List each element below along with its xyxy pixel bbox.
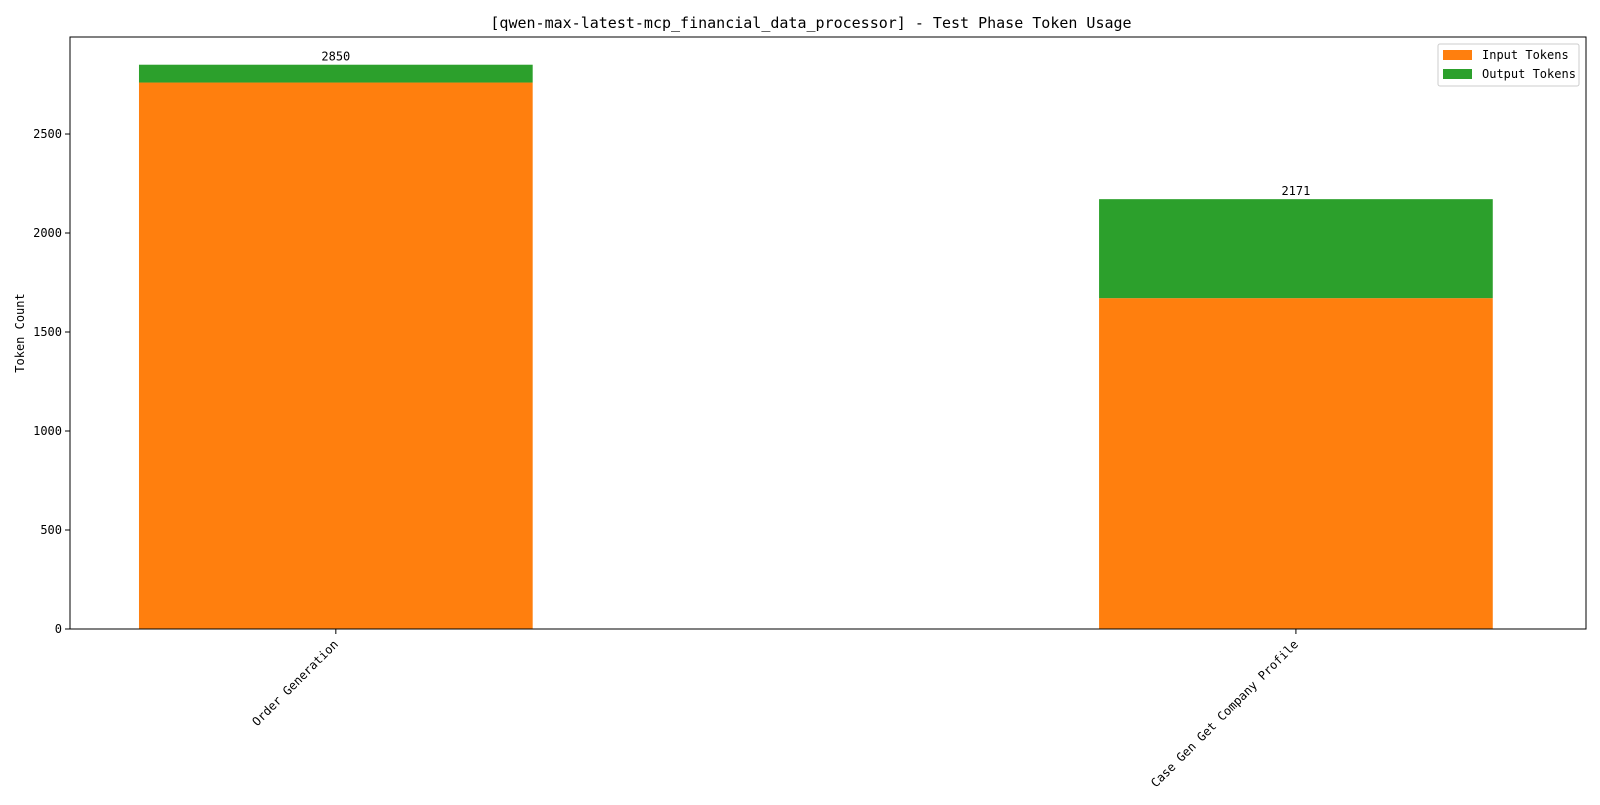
y-axis-title: Token Count [13,293,27,372]
y-tick-label: 0 [55,622,62,636]
legend-swatch-output [1443,69,1472,79]
legend: Input Tokens Output Tokens [1437,43,1580,87]
bar-input-tokens-order-generation [138,82,533,630]
x-axis: Order Generation Case Gen Get Company Pro… [249,629,1301,790]
bar-output-tokens-case-gen-get-company-profile [1099,199,1493,299]
x-tick-label-case-gen-get-company-profile: Case Gen Get Company Profile [1148,637,1301,790]
y-tick-label: 2500 [33,127,62,141]
data-labels-layer: 2850 2171 [321,50,1310,198]
legend-label-output: Output Tokens [1482,67,1576,81]
y-tick-label: 1500 [33,325,62,339]
bars-layer [138,64,1493,630]
bar-input-tokens-case-gen-get-company-profile [1099,298,1493,629]
y-tick-label: 1000 [33,424,62,438]
y-tick-label: 500 [40,523,62,537]
legend-label-input: Input Tokens [1482,48,1569,62]
plot-frame [69,36,1587,630]
x-tick-label-order-generation: Order Generation [249,637,341,729]
legend-swatch-input [1443,50,1472,60]
total-label-order-generation: 2850 [321,50,350,64]
chart-title: [qwen-max-latest-mcp_financial_data_proc… [490,14,1131,32]
bar-output-tokens-order-generation [138,64,533,83]
total-label-case-gen-get-company-profile: 2171 [1281,184,1310,198]
y-axis: 0 500 1000 1500 2000 2500 [33,127,70,636]
legend-box [1437,43,1580,87]
y-tick-label: 2000 [33,226,62,240]
